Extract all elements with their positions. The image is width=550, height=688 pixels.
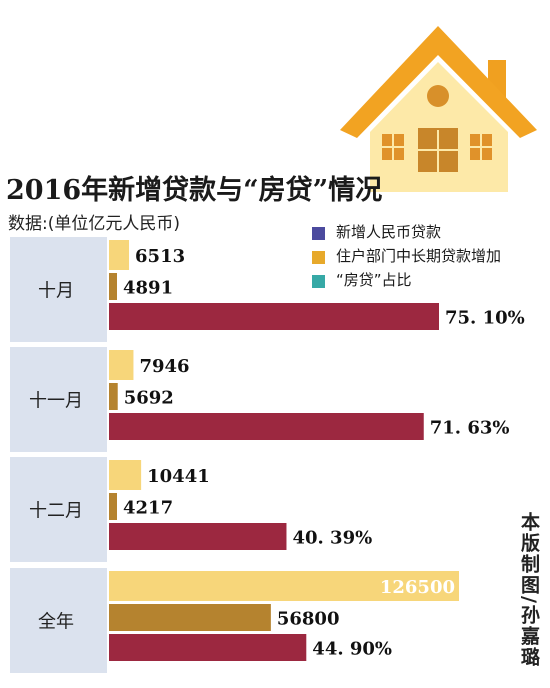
value-label-share: 75. 10% <box>445 308 525 329</box>
bar-share <box>109 634 307 661</box>
category-band <box>10 457 107 562</box>
bar-new-loans <box>109 571 459 601</box>
house-attic-window <box>427 85 449 107</box>
credit-line: 本版制图/孙嘉璐 <box>518 512 540 668</box>
legend-label-new-loans: 新增人民币贷款 <box>336 223 442 241</box>
bar-mortgage <box>109 273 117 300</box>
value-label-mortgage: 56800 <box>277 609 340 630</box>
category-label: 十月 <box>38 281 74 302</box>
value-label-mortgage: 4217 <box>123 498 173 519</box>
bar-new-loans <box>109 350 134 380</box>
legend-item-share: “房贷”占比 <box>308 269 538 293</box>
category-label: 全年 <box>38 612 74 633</box>
bar-share <box>109 303 439 330</box>
legend-label-share: “房贷”占比 <box>336 271 412 289</box>
legend-swatch-new-loans <box>312 227 325 240</box>
value-label-new-loans: 6513 <box>135 246 185 267</box>
legend-item-mortgage: 住户部门中长期贷款增加 <box>308 245 538 269</box>
legend-item-new-loans: 新增人民币贷款 <box>308 221 538 245</box>
legend-label-mortgage: 住户部门中长期贷款增加 <box>336 247 502 265</box>
bar-new-loans <box>109 240 130 270</box>
bar-new-loans <box>109 460 142 490</box>
category-band <box>10 237 107 342</box>
value-label-new-loans: 126500 <box>380 577 455 598</box>
bar-share <box>109 413 424 440</box>
value-label-new-loans: 7946 <box>139 356 189 377</box>
category-label: 十二月 <box>29 501 83 522</box>
category-label: 十一月 <box>29 391 83 412</box>
value-label-mortgage: 4891 <box>123 278 173 299</box>
bar-share <box>109 523 287 550</box>
value-label-share: 44. 90% <box>312 639 392 660</box>
value-label-share: 71. 63% <box>430 418 510 439</box>
bar-mortgage <box>109 383 118 410</box>
house-roof <box>340 26 537 138</box>
chart-title: 2016年新增贷款与“房贷”情况 <box>6 175 383 206</box>
value-label-share: 40. 39% <box>292 528 372 549</box>
value-label-new-loans: 10441 <box>147 466 210 487</box>
bar-mortgage <box>109 604 271 631</box>
house-icon <box>340 26 537 192</box>
legend: 新增人民币贷款 住户部门中长期贷款增加 “房贷”占比 <box>308 221 538 293</box>
chart-subtitle: 数据:(单位亿元人民币) <box>8 214 180 234</box>
category-band <box>10 347 107 452</box>
legend-swatch-share <box>312 275 325 288</box>
legend-swatch-mortgage <box>312 251 325 264</box>
value-label-mortgage: 5692 <box>124 388 174 409</box>
category-band <box>10 568 107 673</box>
bar-mortgage <box>109 493 117 520</box>
